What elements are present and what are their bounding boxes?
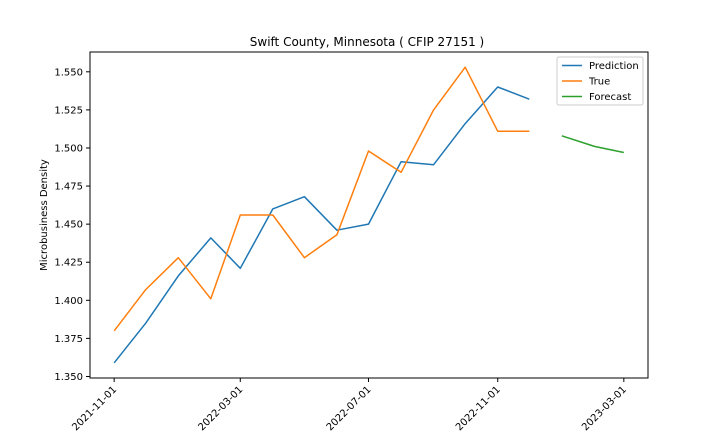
y-tick-label: 1.350	[54, 372, 83, 383]
series-line-forecast	[561, 135, 624, 154]
y-tick-label: 1.500	[54, 143, 83, 154]
y-tick-label: 1.425	[54, 258, 83, 269]
chart-title: Swift County, Minnesota ( CFIP 27151 )	[250, 35, 484, 49]
y-tick-label: 1.450	[54, 220, 83, 231]
x-axis: 2021-11-01 2022-03-01 2022-07-01 2022-11-01…	[70, 378, 629, 432]
plot-frame	[89, 51, 649, 379]
x-tick-label: 2023-03-01	[580, 384, 629, 432]
x-tick-label: 2022-03-01	[197, 384, 246, 432]
legend-label: Forecast	[589, 92, 631, 103]
x-tick-label: 2022-11-01	[454, 384, 503, 432]
series-line-prediction	[113, 86, 530, 364]
legend-label: Prediction	[589, 61, 639, 72]
y-tick-label: 1.400	[54, 296, 83, 307]
y-tick-label: 1.475	[54, 182, 83, 193]
y-tick-label: 1.525	[54, 105, 83, 116]
legend-box	[556, 56, 644, 106]
legend-label: True	[588, 77, 610, 88]
legend: Prediction True Forecast	[556, 56, 644, 106]
y-axis: 1.350 1.375 1.400 1.425 1.450 1.475 1.500 1.525…	[54, 67, 90, 383]
series-line-true	[113, 66, 530, 332]
y-tick-label: 1.375	[54, 334, 83, 345]
y-tick-label: 1.550	[54, 67, 83, 78]
x-tick-label: 2021-11-01	[70, 384, 119, 432]
y-axis-label: Microbusiness Density	[39, 159, 50, 271]
x-tick-label: 2022-07-01	[325, 384, 374, 432]
series-layer	[113, 66, 624, 364]
